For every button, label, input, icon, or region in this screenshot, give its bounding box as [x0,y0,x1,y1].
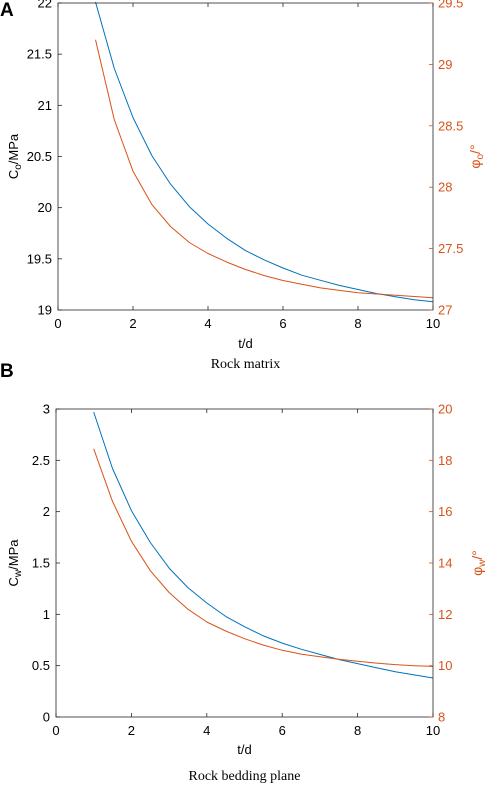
y-tick-label: 2.5 [32,453,50,468]
y-axis-label: Co/MPa [6,133,24,179]
series-line-left [93,411,434,679]
y-tick-label: 22 [38,0,52,11]
y2-tick-label: 29.5 [438,0,463,11]
panel-caption: Rock bedding plane [189,769,301,784]
y-tick-label: 19.5 [27,251,52,266]
series-line-right [95,39,434,299]
x-axis-label: t/d [237,742,251,757]
y2-tick-label: 16 [438,504,452,519]
y-axis-label: Cw/MPa [6,539,24,587]
x-tick-label: 0 [54,316,61,331]
y2-tick-label: 28.5 [438,118,463,133]
y-tick-label: 0.5 [32,658,50,673]
y2-tick-label: 27.5 [438,241,463,256]
y2-tick-label: 10 [438,658,452,673]
x-tick-label: 4 [203,723,210,738]
y-ticks: 0 0.5 1 1.5 2 2.5 3 [32,402,60,725]
x-axis-label: t/d [238,336,252,351]
x-tick-label: 6 [279,316,286,331]
y2-tick-label: 8 [438,710,445,725]
panel-letter: A [0,0,14,21]
y2-tick-label: 14 [438,556,452,571]
x-tick-label: 8 [354,316,361,331]
y-tick-label: 20 [38,200,52,215]
x-tick-label: 6 [279,723,286,738]
x-tick-label: 0 [52,723,59,738]
y2-tick-label: 29 [438,57,452,72]
y-tick-label: 19 [38,303,52,318]
y2-tick-label: 28 [438,180,452,195]
x-tick-label: 10 [426,723,440,738]
plot-frame [55,408,434,718]
y2-tick-label: 27 [438,303,452,318]
x-tick-label: 10 [426,316,440,331]
y-tick-label: 21 [38,98,52,113]
x-tick-label: 4 [204,316,211,331]
y2-tick-label: 12 [438,607,452,622]
y2-ticks: 27 27.5 28 28.5 29 29.5 [429,0,463,318]
x-ticks: 0 2 4 6 8 10 [54,3,440,331]
y2-ticks: 8 10 12 14 16 18 20 [429,402,452,725]
y-tick-label: 1 [43,607,50,622]
series-line-left [95,1,434,303]
y-tick-label: 1.5 [32,556,50,571]
x-ticks: 0 2 4 6 8 10 [52,409,440,738]
y-tick-label: 2 [43,504,50,519]
plot-frame [57,2,434,311]
y2-tick-label: 18 [438,453,452,468]
y2-axis-label: φw/° [469,550,488,576]
y-ticks: 19 19.5 20 20.5 21 21.5 22 [27,0,62,318]
y-tick-label: 20.5 [27,149,52,164]
y-tick-label: 0 [43,710,50,725]
x-tick-label: 2 [129,316,136,331]
plot-lines [95,1,434,303]
y-tick-label: 21.5 [27,47,52,62]
panel-letter: B [0,361,14,382]
y2-tick-label: 20 [438,402,452,417]
series-line-right [93,448,434,667]
panel-caption: Rock matrix [211,357,281,372]
plot-lines [93,411,434,679]
y2-axis-label: φo/° [467,144,486,168]
x-tick-label: 8 [354,723,361,738]
x-tick-label: 2 [128,723,135,738]
y-tick-label: 3 [43,402,50,417]
